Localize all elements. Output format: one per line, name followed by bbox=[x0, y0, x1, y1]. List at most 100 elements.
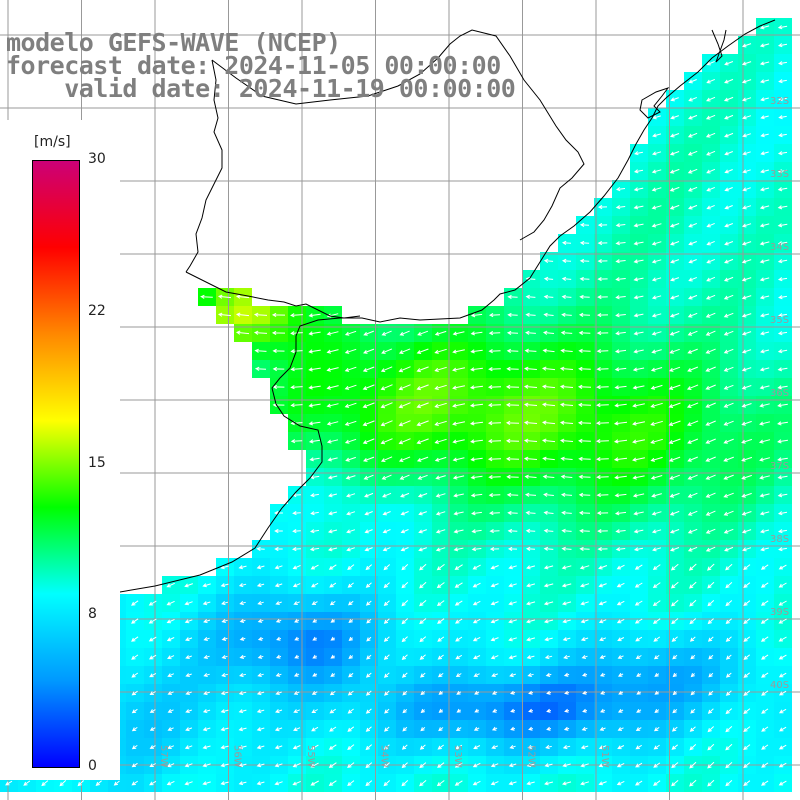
wind-arrow bbox=[723, 384, 734, 390]
wind-arrow bbox=[328, 762, 337, 768]
wind-arrow bbox=[634, 564, 643, 570]
wind-arrow bbox=[651, 295, 662, 300]
wind-arrow bbox=[507, 528, 518, 534]
wind-arrow bbox=[365, 690, 372, 696]
latitude-label-33S: 33S bbox=[770, 169, 789, 180]
wind-arrow bbox=[560, 348, 573, 353]
wind-arrow bbox=[347, 762, 355, 769]
wind-arrow bbox=[561, 294, 572, 300]
wind-arrow bbox=[256, 781, 265, 786]
wind-arrow bbox=[559, 438, 574, 443]
wind-arrow bbox=[705, 456, 716, 462]
wind-arrow bbox=[419, 563, 427, 571]
wind-arrow bbox=[546, 726, 552, 731]
wind-arrow bbox=[275, 618, 282, 623]
wind-arrow bbox=[687, 438, 699, 444]
wind-arrow bbox=[670, 295, 680, 300]
wind-arrow bbox=[651, 529, 662, 534]
wind-arrow bbox=[725, 708, 733, 715]
wind-arrow bbox=[380, 384, 393, 391]
wind-arrow bbox=[741, 492, 752, 498]
wind-arrow bbox=[326, 439, 339, 444]
wind-arrow bbox=[578, 366, 591, 372]
wind-arrow bbox=[672, 654, 678, 660]
wind-arrow bbox=[455, 618, 463, 624]
wind-arrow bbox=[398, 420, 411, 427]
wind-arrow bbox=[167, 655, 175, 660]
wind-arrow bbox=[508, 619, 517, 624]
wind-arrow bbox=[616, 600, 625, 606]
wind-arrow bbox=[419, 581, 427, 589]
wind-arrow bbox=[777, 367, 788, 372]
wind-arrow bbox=[418, 529, 427, 534]
wind-arrow bbox=[438, 690, 444, 695]
wind-arrow bbox=[669, 366, 681, 372]
wind-arrow bbox=[580, 619, 589, 624]
wind-arrow bbox=[578, 474, 591, 480]
wind-arrow bbox=[131, 636, 139, 642]
wind-arrow bbox=[202, 601, 211, 606]
wind-arrow bbox=[615, 529, 626, 534]
wind-arrow bbox=[614, 349, 627, 354]
wind-arrow bbox=[326, 367, 339, 372]
wind-arrow bbox=[290, 313, 303, 318]
wind-arrow bbox=[759, 205, 770, 210]
wind-arrow bbox=[488, 474, 501, 480]
wind-arrow bbox=[347, 690, 354, 696]
wind-arrow bbox=[561, 258, 572, 264]
wind-arrow bbox=[617, 727, 624, 731]
wind-arrow bbox=[563, 726, 570, 731]
wind-arrow bbox=[491, 726, 498, 731]
wind-arrow bbox=[420, 727, 426, 732]
wind-arrow bbox=[311, 601, 318, 605]
wind-arrow bbox=[578, 312, 591, 318]
wind-arrow bbox=[131, 780, 138, 786]
wind-arrow bbox=[741, 438, 753, 444]
wind-arrow bbox=[510, 726, 516, 731]
wind-arrow bbox=[310, 744, 319, 750]
wind-arrow bbox=[384, 726, 390, 732]
wind-arrow bbox=[452, 421, 466, 426]
wind-arrow bbox=[632, 421, 645, 426]
wind-arrow bbox=[633, 313, 644, 318]
wind-arrow bbox=[617, 637, 625, 642]
wind-arrow bbox=[760, 133, 769, 138]
wind-arrow bbox=[454, 582, 463, 588]
longitude-label-56W: 56W bbox=[232, 745, 243, 768]
wind-arrow bbox=[743, 582, 751, 588]
wind-arrow bbox=[653, 780, 661, 786]
wind-arrow bbox=[723, 420, 734, 426]
wind-arrow bbox=[383, 672, 390, 678]
wind-arrow bbox=[670, 259, 680, 264]
wind-arrow bbox=[472, 582, 481, 588]
wind-arrow bbox=[650, 367, 663, 372]
wind-arrow bbox=[453, 529, 464, 534]
wind-arrow bbox=[434, 384, 447, 390]
wind-arrow bbox=[472, 762, 481, 768]
wind-arrow bbox=[528, 708, 534, 713]
wind-arrow bbox=[524, 492, 537, 497]
wind-arrow bbox=[779, 690, 787, 696]
wind-arrow bbox=[363, 474, 374, 480]
wind-arrow bbox=[293, 672, 300, 677]
wind-arrow bbox=[435, 511, 446, 516]
wind-arrow bbox=[398, 438, 411, 445]
wind-arrow bbox=[293, 709, 300, 713]
wind-arrow bbox=[329, 690, 336, 696]
wind-arrow bbox=[543, 619, 554, 624]
wind-arrow bbox=[778, 115, 787, 120]
wind-arrow bbox=[383, 636, 390, 642]
wind-arrow bbox=[362, 402, 375, 409]
wind-arrow bbox=[238, 763, 247, 768]
wind-arrow bbox=[380, 366, 393, 373]
wind-arrow bbox=[543, 510, 554, 515]
wind-arrow bbox=[561, 601, 572, 606]
wind-arrow bbox=[524, 366, 537, 371]
wind-arrow bbox=[741, 331, 752, 336]
wind-arrow bbox=[759, 43, 770, 48]
wind-arrow bbox=[347, 600, 354, 606]
wind-arrow bbox=[599, 654, 606, 659]
wind-arrow bbox=[326, 385, 339, 390]
wind-arrow bbox=[417, 330, 429, 336]
latitude-label-39S: 39S bbox=[770, 607, 789, 618]
